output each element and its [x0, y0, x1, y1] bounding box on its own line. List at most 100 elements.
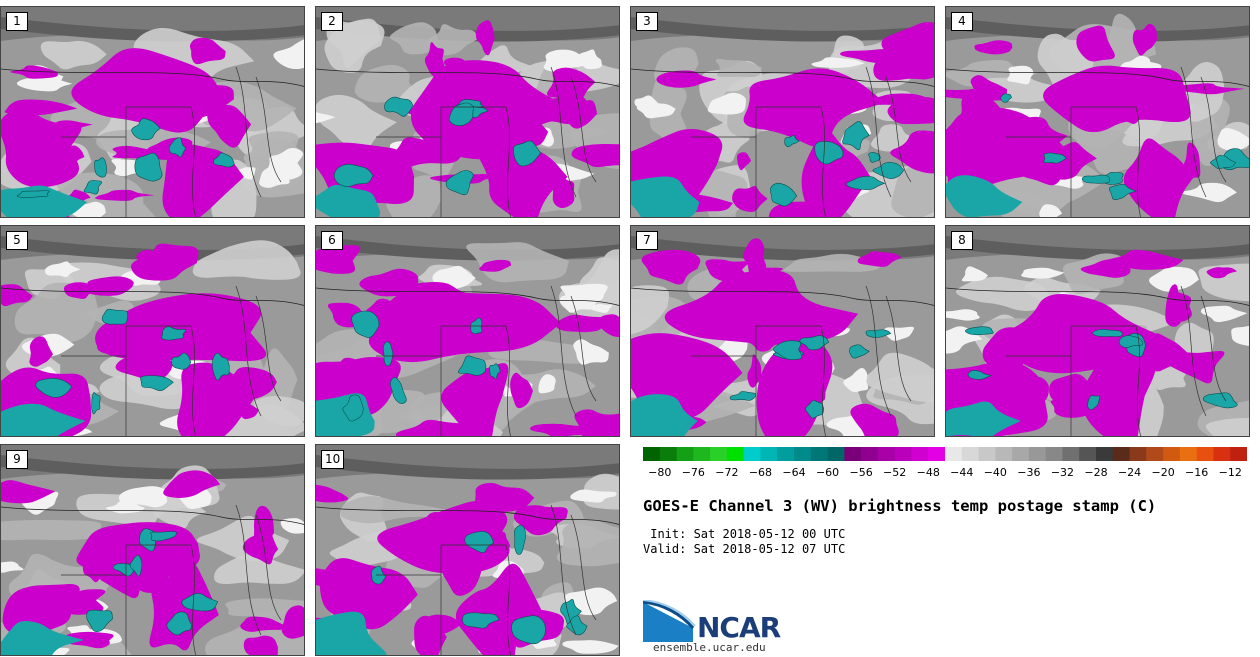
- cold-cloud-region: [764, 371, 801, 390]
- colorbar-swatch: [978, 447, 996, 461]
- colorbar-tick-label: −20: [1151, 466, 1175, 479]
- cold-cloud-region: [705, 259, 749, 283]
- cold-cloud-region: [754, 84, 810, 113]
- cold-cloud-region: [450, 569, 477, 591]
- colorbar-swatch: [911, 447, 929, 461]
- cold-cloud-region: [736, 152, 752, 171]
- convective-cell: [166, 611, 193, 636]
- cold-cloud-region: [1076, 25, 1115, 62]
- colorbar-tick-label: −64: [782, 466, 806, 479]
- convective-cell: [86, 609, 113, 632]
- panel-number: 9: [6, 450, 28, 469]
- convective-cell: [842, 121, 870, 151]
- state-border-lines: [61, 504, 282, 655]
- white-cloud-field: [590, 303, 613, 314]
- cold-cloud-region: [850, 403, 899, 436]
- colorbar-swatch: [861, 447, 879, 461]
- cold-cloud-region: [29, 336, 53, 367]
- colorbar-swatch: [1112, 447, 1131, 461]
- cold-cloud-region: [552, 175, 575, 209]
- convective-cell: [1087, 395, 1100, 410]
- convective-cell: [316, 393, 375, 436]
- colorbar-swatch: [693, 447, 711, 461]
- cold-cloud-region: [474, 482, 535, 512]
- white-cloud-field: [273, 39, 304, 70]
- convective-cell: [1000, 93, 1012, 103]
- convective-cell: [213, 152, 235, 168]
- colorbar-swatch: [760, 447, 778, 461]
- cold-cloud-region: [189, 37, 226, 65]
- white-cloud-field: [707, 92, 747, 115]
- cold-cloud-region: [1010, 376, 1049, 405]
- dry-band: [1, 455, 304, 480]
- cold-cloud-region: [970, 75, 1008, 101]
- gray-cloud-field: [556, 519, 619, 567]
- colorbar-swatch: [961, 447, 980, 461]
- convective-cell: [316, 611, 387, 655]
- colorbar-tick-label: −76: [681, 466, 705, 479]
- convective-cell: [129, 554, 143, 577]
- colorbar-tick-label: −60: [815, 466, 840, 479]
- cold-cloud-region: [96, 555, 159, 599]
- state-border-lines: [1006, 285, 1227, 436]
- white-cloud-field: [1021, 267, 1065, 279]
- gray-cloud-field: [316, 94, 397, 152]
- gray-cloud-field: [260, 348, 298, 411]
- white-cloud-field: [883, 326, 915, 341]
- cold-cloud-region: [207, 104, 252, 148]
- cold-cloud-region: [1043, 65, 1191, 133]
- panel-number: 7: [636, 231, 658, 250]
- cold-cloud-region: [475, 20, 495, 56]
- panel-number: 6: [321, 231, 343, 250]
- colorbar-swatch: [877, 447, 896, 461]
- cold-cloud-region: [746, 330, 787, 352]
- colorbar-tick-label: −72: [715, 466, 739, 479]
- panel-number: 5: [6, 231, 28, 250]
- colorbar-tick-label: −56: [849, 466, 873, 479]
- gray-cloud-field: [863, 352, 934, 403]
- colorbar-tick-label: −48: [916, 466, 940, 479]
- cold-cloud-region: [1132, 23, 1157, 56]
- cold-cloud-region: [420, 512, 467, 560]
- country-border-line: [946, 68, 1249, 87]
- white-cloud-field: [118, 486, 168, 508]
- colorbar-swatch: [1179, 447, 1198, 461]
- cold-cloud-region: [163, 470, 221, 498]
- cold-cloud-region: [90, 81, 159, 117]
- gray-cloud-field: [214, 554, 304, 585]
- colorbar-tick-label: −16: [1185, 466, 1209, 479]
- cold-cloud-region: [1184, 142, 1201, 183]
- colorbar-swatch: [928, 447, 946, 461]
- ensemble-panel: 10: [315, 444, 620, 656]
- init-time: Init: Sat 2018-05-12 00 UTC: [643, 527, 846, 541]
- white-cloud-field: [543, 49, 597, 72]
- gray-cloud-field: [205, 610, 304, 655]
- convective-cell: [333, 163, 374, 187]
- cold-cloud-region: [356, 605, 397, 618]
- cold-cloud-region: [443, 57, 467, 70]
- colorbar-swatch: [995, 447, 1013, 461]
- colorbar-swatch: [743, 447, 761, 461]
- cold-cloud-region: [1009, 116, 1068, 154]
- convective-cell: [729, 391, 757, 401]
- ensemble-panel: 4: [945, 6, 1250, 218]
- dry-band: [316, 455, 619, 480]
- cold-cloud-region: [220, 367, 277, 401]
- colorbar-swatch: [1079, 447, 1097, 461]
- cold-cloud-region: [95, 189, 155, 201]
- colorbar-swatch: [894, 447, 912, 461]
- white-cloud-field: [1179, 182, 1237, 203]
- convective-cell: [91, 392, 101, 415]
- ensemble-panel: 6: [315, 225, 620, 437]
- convective-cell: [805, 400, 825, 419]
- cold-cloud-region: [327, 357, 375, 394]
- cold-cloud-region: [513, 505, 568, 536]
- cold-cloud-region: [394, 137, 464, 167]
- cold-cloud-region: [193, 414, 229, 436]
- convective-cell: [769, 182, 798, 207]
- cold-cloud-region: [800, 88, 840, 119]
- white-cloud-field: [843, 368, 869, 393]
- cold-cloud-region: [1108, 249, 1184, 270]
- convective-cell: [445, 170, 474, 196]
- convective-cell: [134, 152, 163, 182]
